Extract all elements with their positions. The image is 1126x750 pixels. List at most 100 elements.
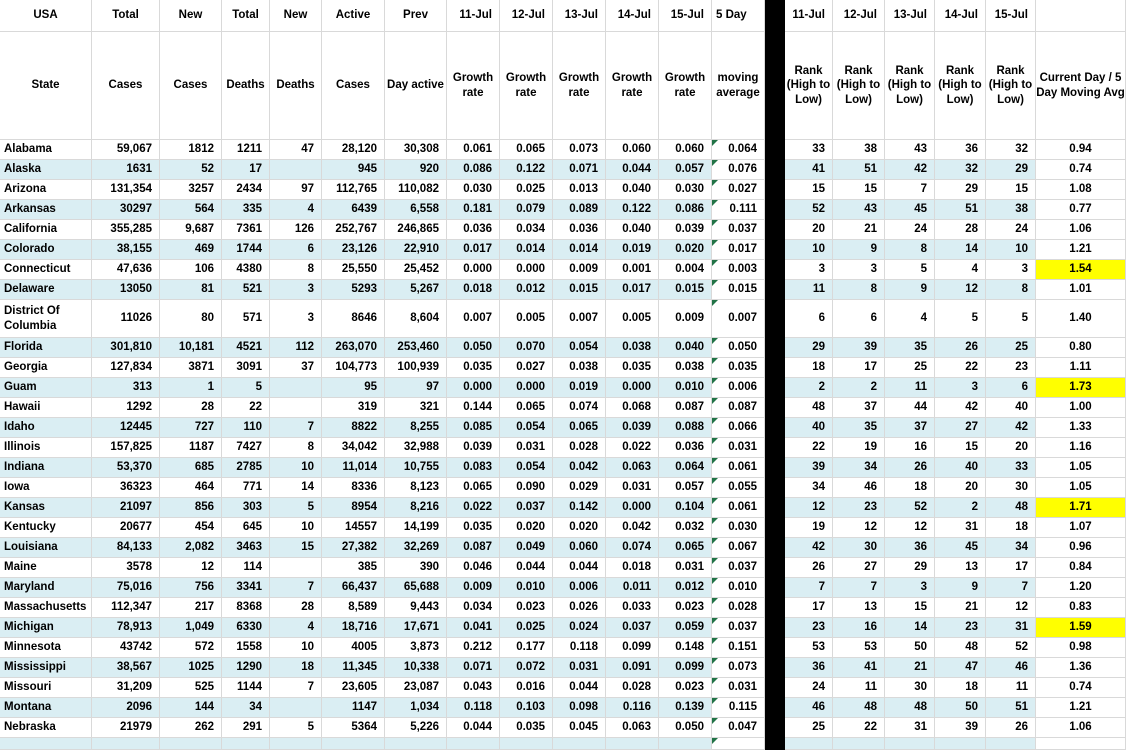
cell-current-vs-avg[interactable]	[1036, 738, 1126, 750]
cell-rank-13jul[interactable]: 12	[885, 518, 935, 538]
cell-growth-13jul[interactable]: 0.009	[553, 260, 606, 280]
cell-state[interactable]: Missouri	[0, 678, 92, 698]
cell[interactable]	[935, 738, 986, 750]
cell-growth-11jul[interactable]: 0.065	[447, 478, 500, 498]
cell-new-cases[interactable]: 469	[160, 240, 222, 260]
header-prev[interactable]: Prev	[385, 0, 447, 32]
cell-rank-12jul[interactable]: 21	[833, 220, 885, 240]
cell-current-vs-avg[interactable]: 1.00	[1036, 398, 1126, 418]
cell-rank-14jul[interactable]: 32	[935, 160, 986, 180]
cell-rank-12jul[interactable]: 53	[833, 638, 885, 658]
header-day-active[interactable]: Day active	[385, 32, 447, 140]
cell-state[interactable]: District Of Columbia	[0, 300, 92, 338]
cell-rank-12jul[interactable]: 48	[833, 698, 885, 718]
cell-rank-11jul[interactable]: 6	[785, 300, 833, 338]
cell-growth-14jul[interactable]: 0.074	[606, 538, 659, 558]
cell-state[interactable]: Hawaii	[0, 398, 92, 418]
cell-new-deaths[interactable]: 126	[270, 220, 322, 240]
cell-rank-14jul[interactable]: 45	[935, 538, 986, 558]
cell-growth-14jul[interactable]: 0.000	[606, 378, 659, 398]
cell-state[interactable]: Guam	[0, 378, 92, 398]
cell-new-cases[interactable]: 1187	[160, 438, 222, 458]
cell-rank-13jul[interactable]: 14	[885, 618, 935, 638]
cell-rank-14jul[interactable]: 40	[935, 458, 986, 478]
cell-5day-moving-average[interactable]: 0.030	[712, 518, 765, 538]
cell-rank-11jul[interactable]: 33	[785, 140, 833, 160]
cell-growth-15jul[interactable]: 0.039	[659, 220, 712, 240]
cell-current-vs-avg[interactable]: 1.01	[1036, 280, 1126, 300]
cell-total-deaths[interactable]: 3463	[222, 538, 270, 558]
cell-growth-15jul[interactable]: 0.023	[659, 678, 712, 698]
cell-current-vs-avg[interactable]: 1.21	[1036, 698, 1126, 718]
cell-active-cases[interactable]: 252,767	[322, 220, 385, 240]
cell-growth-12jul[interactable]: 0.054	[500, 418, 553, 438]
cell-5day-moving-average[interactable]: 0.010	[712, 578, 765, 598]
cell-total-cases[interactable]: 59,067	[92, 140, 160, 160]
cell-growth-15jul[interactable]: 0.139	[659, 698, 712, 718]
cell-growth-11jul[interactable]: 0.061	[447, 140, 500, 160]
cell-growth-13jul[interactable]: 0.044	[553, 678, 606, 698]
cell-rank-11jul[interactable]: 17	[785, 598, 833, 618]
header-growth-14jul[interactable]: Growth rate	[606, 32, 659, 140]
cell-rank-11jul[interactable]: 46	[785, 698, 833, 718]
cell-new-deaths[interactable]: 10	[270, 638, 322, 658]
cell-active-cases[interactable]: 8336	[322, 478, 385, 498]
cell-rank-13jul[interactable]: 37	[885, 418, 935, 438]
cell-active-cases[interactable]: 8822	[322, 418, 385, 438]
cell-state[interactable]: Colorado	[0, 240, 92, 260]
cell-growth-15jul[interactable]: 0.065	[659, 538, 712, 558]
cell-growth-11jul[interactable]: 0.017	[447, 240, 500, 260]
cell-state[interactable]: Kentucky	[0, 518, 92, 538]
cell-current-vs-avg[interactable]: 0.74	[1036, 678, 1126, 698]
cell-growth-11jul[interactable]: 0.044	[447, 718, 500, 738]
cell-growth-13jul[interactable]: 0.071	[553, 160, 606, 180]
cell-rank-12jul[interactable]: 23	[833, 498, 885, 518]
cell-state[interactable]: Arkansas	[0, 200, 92, 220]
cell-new-cases[interactable]: 685	[160, 458, 222, 478]
cell-rank-11jul[interactable]: 41	[785, 160, 833, 180]
cell-rank-15jul[interactable]: 26	[986, 718, 1036, 738]
cell-total-deaths[interactable]: 1211	[222, 140, 270, 160]
cell-rank-14jul[interactable]: 27	[935, 418, 986, 438]
header-total[interactable]: Total	[92, 0, 160, 32]
cell-active-cases[interactable]: 18,716	[322, 618, 385, 638]
cell-new-deaths[interactable]: 4	[270, 618, 322, 638]
cell-growth-12jul[interactable]: 0.072	[500, 658, 553, 678]
cell-growth-11jul[interactable]: 0.000	[447, 378, 500, 398]
cell-5day-moving-average[interactable]: 0.035	[712, 358, 765, 378]
cell-rank-13jul[interactable]: 11	[885, 378, 935, 398]
cell-growth-14jul[interactable]: 0.018	[606, 558, 659, 578]
cell-growth-15jul[interactable]: 0.060	[659, 140, 712, 160]
cell-growth-15jul[interactable]: 0.010	[659, 378, 712, 398]
cell-5day-moving-average[interactable]: 0.115	[712, 698, 765, 718]
cell-rank-15jul[interactable]: 48	[986, 498, 1036, 518]
cell-growth-11jul[interactable]: 0.118	[447, 698, 500, 718]
cell-rank-12jul[interactable]: 37	[833, 398, 885, 418]
cell-rank-14jul[interactable]: 47	[935, 658, 986, 678]
cell-rank-11jul[interactable]: 22	[785, 438, 833, 458]
cell-total-cases[interactable]: 301,810	[92, 338, 160, 358]
cell-growth-12jul[interactable]: 0.070	[500, 338, 553, 358]
cell-total-cases[interactable]: 12445	[92, 418, 160, 438]
cell-total-cases[interactable]: 84,133	[92, 538, 160, 558]
cell-growth-15jul[interactable]: 0.088	[659, 418, 712, 438]
cell-growth-11jul[interactable]: 0.036	[447, 220, 500, 240]
cell-growth-15jul[interactable]: 0.038	[659, 358, 712, 378]
cell-rank-14jul[interactable]: 31	[935, 518, 986, 538]
cell-current-vs-avg[interactable]: 1.05	[1036, 478, 1126, 498]
cell-total-deaths[interactable]: 2785	[222, 458, 270, 478]
cell-growth-13jul[interactable]: 0.142	[553, 498, 606, 518]
cell-rank-14jul[interactable]: 12	[935, 280, 986, 300]
cell-rank-13jul[interactable]: 21	[885, 658, 935, 678]
cell-5day-moving-average[interactable]: 0.064	[712, 140, 765, 160]
cell-rank-13jul[interactable]: 43	[885, 140, 935, 160]
cell-new-deaths[interactable]	[270, 160, 322, 180]
cell-5day-moving-average[interactable]: 0.031	[712, 678, 765, 698]
cell-total-cases[interactable]: 30297	[92, 200, 160, 220]
cell-new-deaths[interactable]	[270, 558, 322, 578]
cell-growth-14jul[interactable]: 0.091	[606, 658, 659, 678]
cell-total-cases[interactable]: 43742	[92, 638, 160, 658]
cell-growth-15jul[interactable]: 0.086	[659, 200, 712, 220]
cell-rank-13jul[interactable]: 26	[885, 458, 935, 478]
cell-5day-moving-average[interactable]: 0.047	[712, 718, 765, 738]
